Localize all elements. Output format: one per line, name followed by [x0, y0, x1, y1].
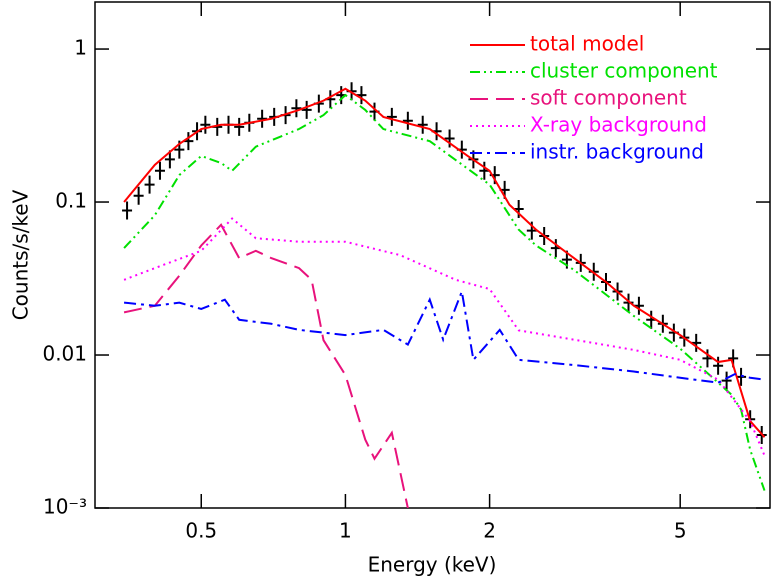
- data-point: [417, 115, 428, 134]
- y-tick-label: 10⁻³: [43, 495, 87, 519]
- data-point: [356, 86, 367, 105]
- series-line: [123, 93, 766, 491]
- data-point: [144, 175, 155, 194]
- legend-label: instr. background: [530, 140, 704, 164]
- x-tick-label: 0.5: [185, 519, 217, 543]
- data-point: [386, 107, 397, 126]
- plot-frame: [94, 1, 771, 509]
- data-point: [154, 161, 165, 180]
- x-tick-label: 1: [339, 519, 352, 543]
- series-line: [123, 217, 766, 456]
- data-point: [257, 109, 268, 128]
- x-tick-label: 2: [483, 519, 496, 543]
- series-line: [123, 87, 766, 438]
- data-point: [301, 100, 312, 119]
- data-point: [713, 356, 724, 375]
- data-point: [234, 117, 245, 136]
- y-tick-label: 1: [74, 36, 87, 60]
- data-point: [479, 161, 490, 180]
- y-axis-label: Counts/s/keV: [9, 189, 33, 320]
- data-point: [721, 371, 732, 390]
- data-point: [200, 115, 211, 134]
- data-point: [133, 186, 144, 205]
- data-point: [122, 201, 133, 220]
- legend-label: soft component: [530, 86, 687, 110]
- series-line: [123, 223, 409, 508]
- data-point: [291, 99, 302, 118]
- x-tick-label: 5: [674, 519, 687, 543]
- series-line: [123, 287, 765, 384]
- data-point: [702, 349, 713, 368]
- legend-label: cluster component: [530, 59, 718, 83]
- data-point: [402, 111, 413, 130]
- legend-label: X-ray background: [530, 113, 707, 137]
- data-point: [444, 129, 455, 148]
- data-point: [164, 150, 175, 169]
- y-tick-label: 0.01: [42, 342, 87, 366]
- data-point: [623, 293, 634, 312]
- x-axis-label: Energy (keV): [368, 553, 497, 577]
- legend-label: total model: [530, 32, 644, 56]
- y-tick-label: 0.1: [55, 189, 87, 213]
